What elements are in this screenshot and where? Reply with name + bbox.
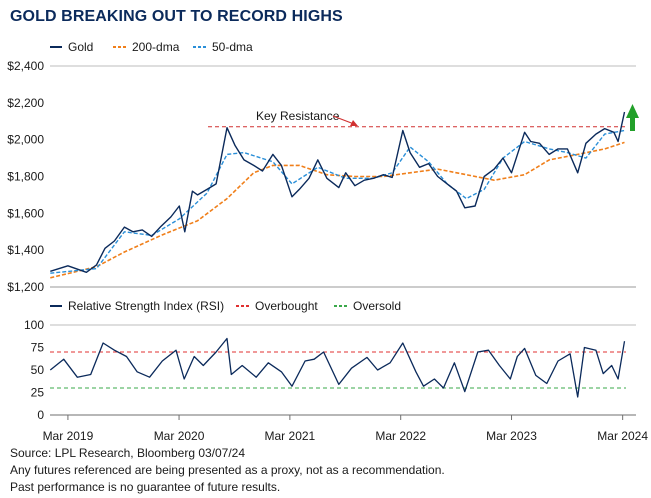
rsi-legend: Relative Strength Index (RSI) Overbought… [50,299,401,313]
legend-200dma-label: 200-dma [132,40,180,54]
x-tick-label: Mar 2020 [154,429,205,443]
rsi-y-tick-label: 100 [24,318,44,332]
x-axis-ticks: Mar 2019 Mar 2020 Mar 2021 Mar 2022 Mar 2023… [43,415,648,443]
price-y-tick-label: $2,400 [7,59,44,73]
x-tick-label: Mar 2021 [265,429,316,443]
chart-title: GOLD BREAKING OUT TO RECORD HIGHS [10,8,343,25]
resistance-annotation: Key Resistance [256,109,340,123]
source-note: Source: LPL Research, Bloomberg 03/07/24 [10,446,246,460]
gold-price-line [50,111,626,273]
rsi-y-tick-label: 25 [31,386,45,400]
rsi-plot [49,337,626,398]
disclaimer-performance: Past performance is no guarantee of futu… [10,480,281,494]
x-tick-label: Mar 2019 [43,429,94,443]
legend-50dma-label: 50-dma [212,40,253,54]
breakout-arrow-icon [626,104,639,131]
price-y-tick-label: $1,800 [7,170,44,184]
chart-canvas: Gold 200-dma 50-dma $2,400 $2,200 $2,000 $1… [7,40,648,443]
legend-oversold-label: Oversold [353,299,401,313]
legend-overbought-label: Overbought [255,299,318,313]
price-y-axis: $2,400 $2,200 $2,000 $1,800 $1,600 $1,400 $1,2… [7,59,44,294]
rsi-y-axis: 100 75 50 25 0 [24,318,44,422]
x-tick-label: Mar 2023 [486,429,537,443]
legend-rsi-label: Relative Strength Index (RSI) [68,299,224,313]
dma-50-line [50,129,625,274]
resistance-arrow-head [350,120,358,126]
price-y-tick-label: $2,200 [7,96,44,110]
rsi-y-tick-label: 50 [31,363,45,377]
price-y-tick-label: $2,000 [7,133,44,147]
rsi-line [49,337,626,398]
resistance-annotation-arrow [332,115,355,125]
x-tick-label: Mar 2024 [597,429,648,443]
price-plot [50,111,626,279]
price-y-tick-label: $1,400 [7,243,44,257]
price-y-tick-label: $1,200 [7,280,44,294]
x-tick-label: Mar 2022 [375,429,426,443]
rsi-y-tick-label: 75 [31,341,45,355]
legend-gold-label: Gold [68,40,93,54]
footer-notes: Source: LPL Research, Bloomberg 03/07/24… [10,445,445,496]
disclaimer-futures: Any futures referenced are being present… [10,463,445,477]
price-y-tick-label: $1,600 [7,206,44,220]
rsi-y-tick-label: 0 [37,408,44,422]
price-legend: Gold 200-dma 50-dma [50,40,253,54]
dma-200-line [50,141,625,279]
